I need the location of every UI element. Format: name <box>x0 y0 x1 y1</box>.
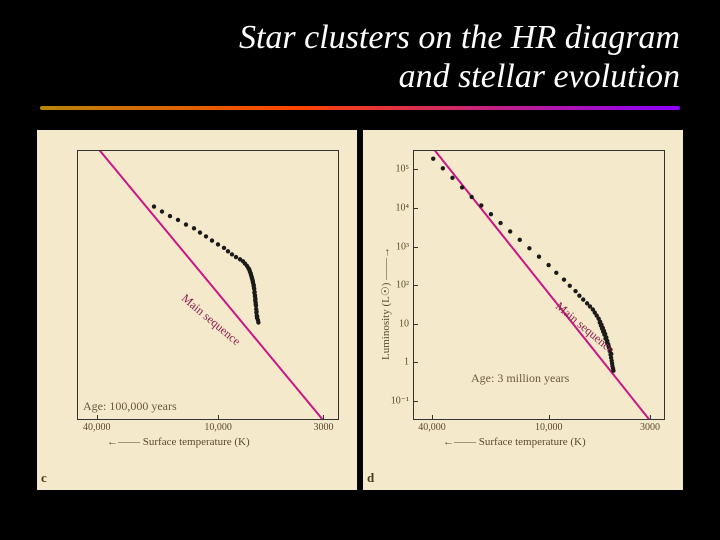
y-tick-label: 10³ <box>396 241 409 252</box>
y-tick-label: 10⁴ <box>396 203 410 214</box>
y-tick-label: 10² <box>396 280 409 291</box>
x-axis-label: ←—— Surface temperature (K) <box>443 436 586 448</box>
age-label: Age: 100,000 years <box>83 399 177 414</box>
x-tick-label: 40,000 <box>83 422 111 433</box>
x-tick-label: 3000 <box>640 422 660 433</box>
panel-d: Main sequence10⁻¹11010²10³10⁴10⁵40,00010… <box>363 130 683 490</box>
x-tick-label: 10,000 <box>535 422 563 433</box>
age-label: Age: 3 million years <box>471 371 569 386</box>
x-tick-label: 40,000 <box>418 422 446 433</box>
x-tick-label: 3000 <box>313 422 333 433</box>
x-axis-label: ←—— Surface temperature (K) <box>107 436 250 448</box>
title-line-1: Star clusters on the HR diagram <box>60 18 680 57</box>
chart-panels: Main sequence40,00010,0003000←—— Surface… <box>0 110 720 490</box>
x-tick-label: 10,000 <box>204 422 232 433</box>
y-axis-label: Luminosity (L☉) ——→ <box>379 247 392 360</box>
panel-c: Main sequence40,00010,0003000←—— Surface… <box>37 130 357 490</box>
y-tick-label: 10⁻¹ <box>391 395 409 406</box>
y-tick-label: 10 <box>399 318 409 329</box>
title-line-2: and stellar evolution <box>60 57 680 96</box>
y-tick-label: 1 <box>404 357 409 368</box>
panel-letter: d <box>367 470 374 486</box>
panel-letter: c <box>41 470 47 486</box>
slide-title: Star clusters on the HR diagram and stel… <box>0 0 720 102</box>
y-tick-label: 10⁵ <box>396 164 410 175</box>
